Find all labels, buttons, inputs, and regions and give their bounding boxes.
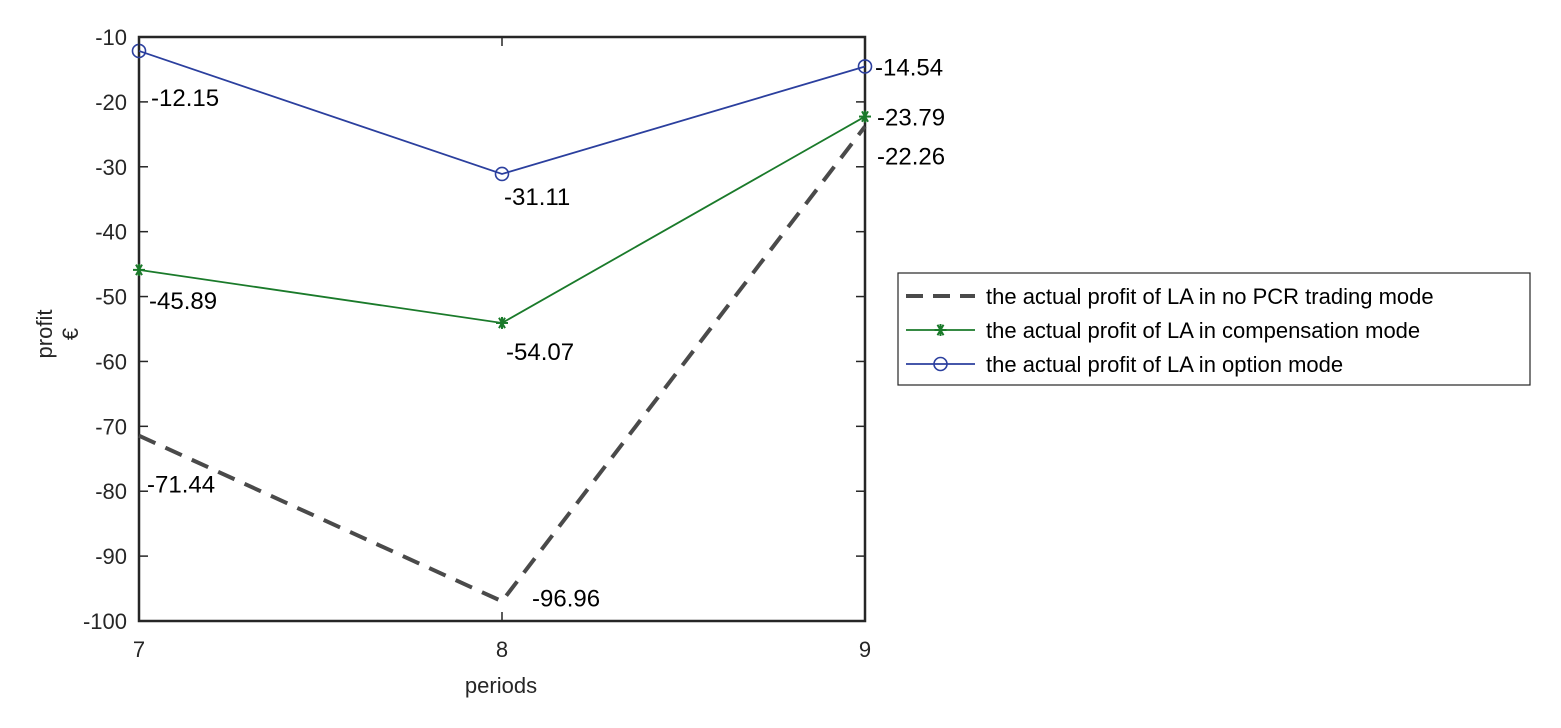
data-label: -23.79: [877, 105, 945, 132]
axes-frame: [137, 35, 867, 623]
data-label: -96.96: [532, 585, 600, 612]
data-label: -54.07: [506, 339, 574, 366]
x-tick-label: 8: [496, 637, 508, 662]
series-line-no-pcr-trading: [138, 125, 867, 604]
y-tick-label: -80: [95, 479, 127, 504]
circle-marker: [933, 356, 948, 372]
series-layer: [131, 43, 873, 604]
y-tick-label: -10: [95, 25, 127, 50]
circle-marker: [494, 166, 510, 182]
circle-marker: [857, 59, 873, 74]
asterisk-marker: [496, 316, 508, 329]
data-label: -14.54: [875, 54, 943, 81]
plot-area: [137, 35, 867, 623]
asterisk-marker: [859, 110, 871, 123]
legend: the actual profit of LA in no PCR tradin…: [897, 272, 1531, 386]
series-line-option: [138, 50, 866, 175]
asterisk-marker: [133, 263, 145, 276]
x-axis-label: periods: [465, 673, 537, 698]
y-tick-label: -100: [83, 609, 127, 634]
data-label: -71.44: [147, 472, 215, 499]
y-tick-label: -40: [95, 220, 127, 245]
legend-box: [897, 272, 1531, 386]
y-tick-label: -20: [95, 90, 127, 115]
data-label: -22.26: [877, 144, 945, 171]
y-tick-label: -30: [95, 155, 127, 180]
y-tick-label: -50: [95, 285, 127, 310]
legend-entry-label: the actual profit of LA in option mode: [986, 352, 1343, 377]
legend-entry-label: the actual profit of LA in compensation …: [986, 318, 1420, 343]
data-label: -45.89: [149, 288, 217, 315]
y-tick-label: -90: [95, 544, 127, 569]
y-axis-unit-label: €: [58, 328, 83, 340]
asterisk-marker: [934, 324, 947, 336]
data-label: -12.15: [151, 85, 219, 112]
x-tick-label: 9: [859, 637, 871, 662]
data-label: -31.11: [504, 184, 570, 211]
y-axis-label: profit: [32, 310, 57, 359]
data-labels-layer: -71.44 -96.96 -45.89 -54.07 -23.79 -12.15 -31.…: [147, 54, 945, 612]
series-line-compensation: [138, 115, 866, 324]
y-tick-label: -60: [95, 349, 127, 374]
y-tick-label: -70: [95, 414, 127, 439]
x-tick-label: 7: [133, 637, 145, 662]
legend-entry-label: the actual profit of LA in no PCR tradin…: [986, 284, 1434, 309]
